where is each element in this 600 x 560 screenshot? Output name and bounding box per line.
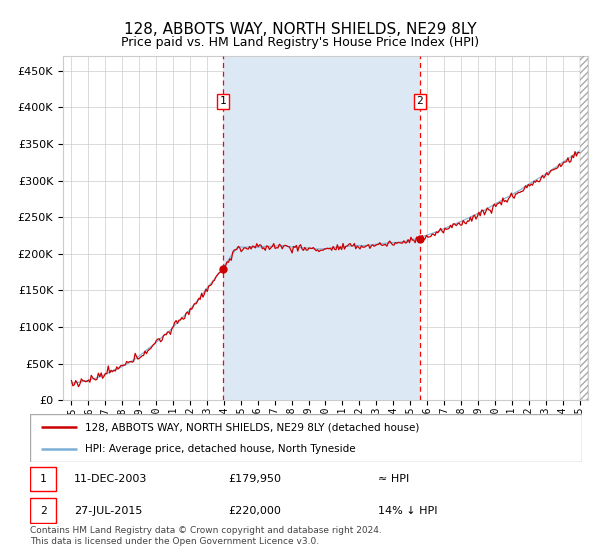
Text: 14% ↓ HPI: 14% ↓ HPI xyxy=(378,506,437,516)
Text: Price paid vs. HM Land Registry's House Price Index (HPI): Price paid vs. HM Land Registry's House … xyxy=(121,36,479,49)
Text: 1: 1 xyxy=(220,96,226,106)
Text: £220,000: £220,000 xyxy=(229,506,281,516)
Text: 128, ABBOTS WAY, NORTH SHIELDS, NE29 8LY: 128, ABBOTS WAY, NORTH SHIELDS, NE29 8LY xyxy=(124,22,476,38)
Bar xyxy=(30,466,56,491)
Text: 27-JUL-2015: 27-JUL-2015 xyxy=(74,506,143,516)
Text: 2: 2 xyxy=(40,506,47,516)
Bar xyxy=(30,498,56,523)
Text: 2: 2 xyxy=(416,96,423,106)
Text: 11-DEC-2003: 11-DEC-2003 xyxy=(74,474,148,484)
Text: 128, ABBOTS WAY, NORTH SHIELDS, NE29 8LY (detached house): 128, ABBOTS WAY, NORTH SHIELDS, NE29 8LY… xyxy=(85,422,419,432)
Text: £179,950: £179,950 xyxy=(229,474,282,484)
Text: ≈ HPI: ≈ HPI xyxy=(378,474,409,484)
Bar xyxy=(223,56,420,400)
Text: HPI: Average price, detached house, North Tyneside: HPI: Average price, detached house, Nort… xyxy=(85,444,356,454)
Text: 1: 1 xyxy=(40,474,47,484)
Text: Contains HM Land Registry data © Crown copyright and database right 2024.
This d: Contains HM Land Registry data © Crown c… xyxy=(30,526,382,546)
